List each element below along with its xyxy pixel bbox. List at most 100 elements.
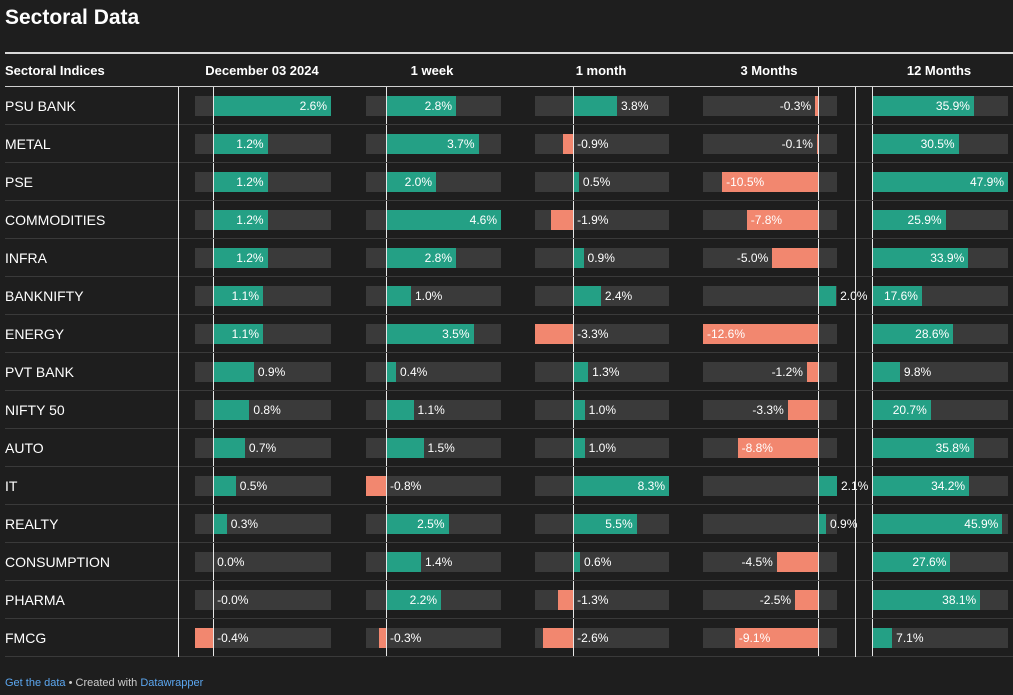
bar-track: 4.6% <box>366 210 501 230</box>
zero-line <box>817 277 819 315</box>
zero-line <box>573 277 575 315</box>
bar-track: 3.7% <box>366 134 501 154</box>
table-row: IT 0.5% -0.8% 8.3% 2.1% 34.2% <box>0 467 1013 505</box>
bar <box>213 476 236 496</box>
value-label: 1.0% <box>588 403 617 417</box>
value-label: 33.9% <box>930 251 965 265</box>
zero-line <box>386 239 387 277</box>
bar-track: 1.0% <box>535 400 669 420</box>
zero-line <box>386 125 387 163</box>
value-label: 5.5% <box>605 517 633 531</box>
zero-line <box>817 163 819 201</box>
bar-track: 28.6% <box>872 324 1008 344</box>
zero-line <box>213 353 215 391</box>
bar <box>386 590 441 610</box>
zero-line <box>817 543 819 581</box>
zero-line <box>573 429 575 467</box>
zero-line <box>817 125 819 163</box>
zero-line <box>213 315 215 353</box>
bar <box>722 172 818 192</box>
footer: Get the data • Created with Datawrapper <box>5 677 203 689</box>
value-label: -9.1% <box>738 631 771 645</box>
bar-track: -3.3% <box>703 400 837 420</box>
bar-track: 2.5% <box>366 514 501 534</box>
sector-name: PHARMA <box>5 592 65 608</box>
column-separator <box>855 87 856 657</box>
zero-line <box>213 505 215 543</box>
bar <box>817 476 837 496</box>
bar-track: 2.8% <box>366 96 501 116</box>
bar <box>378 628 386 648</box>
datawrapper-link[interactable]: Datawrapper <box>140 677 204 689</box>
bar <box>386 362 396 382</box>
zero-line <box>817 619 819 657</box>
zero-line <box>573 391 575 429</box>
bar <box>213 134 268 154</box>
table-row: NIFTY 50 0.8% 1.1% 1.0% -3.3% 20.7% <box>0 391 1013 429</box>
value-label: -12.6% <box>707 327 746 341</box>
bar <box>872 590 981 610</box>
value-label: -0.8% <box>390 479 422 493</box>
row-divider <box>5 352 1013 353</box>
bar-track: 35.8% <box>872 438 1008 458</box>
bar <box>872 134 959 154</box>
bar-track: -9.1% <box>703 628 837 648</box>
value-label: 45.9% <box>964 517 999 531</box>
bar-track: 0.9% <box>535 248 669 268</box>
get-the-data-link[interactable]: Get the data <box>5 677 66 689</box>
bar <box>386 438 424 458</box>
bar <box>816 134 818 154</box>
bar <box>573 514 637 534</box>
value-label: 0.0% <box>217 555 245 569</box>
bar <box>386 514 449 534</box>
sector-name: METAL <box>5 136 51 152</box>
row-divider <box>5 238 1013 239</box>
header-1-week: 1 week <box>410 63 454 78</box>
value-label: 1.2% <box>236 175 264 189</box>
value-label: 20.7% <box>892 403 927 417</box>
value-label: 8.3% <box>637 479 665 493</box>
bar <box>573 248 584 268</box>
row-divider <box>5 618 1013 619</box>
bar-track: 7.1% <box>872 628 1008 648</box>
bar-track: 2.0% <box>366 172 501 192</box>
bar-track: -1.2% <box>703 362 837 382</box>
table-row: AUTO 0.7% 1.5% 1.0% -8.8% 35.8% <box>0 429 1013 467</box>
bar-track: 0.9% <box>703 514 857 534</box>
bar <box>787 400 818 420</box>
zero-line <box>817 467 819 505</box>
bar <box>817 514 827 534</box>
footer-separator: • Created with <box>65 677 141 689</box>
bar-track: 0.4% <box>366 362 501 382</box>
row-divider <box>5 580 1013 581</box>
bar-track: 1.1% <box>366 400 501 420</box>
bar-track: -2.6% <box>535 628 669 648</box>
zero-line <box>386 391 387 429</box>
zero-line <box>573 505 575 543</box>
sector-name: AUTO <box>5 440 44 456</box>
value-label: 2.0% <box>404 175 432 189</box>
value-label: 0.8% <box>253 403 281 417</box>
zero-line <box>872 429 873 467</box>
table-row: BANKNIFTY 1.1% 1.0% 2.4% 2.0% 17.6% <box>0 277 1013 315</box>
row-divider <box>5 124 1013 125</box>
table-row: CONSUMPTION 0.0% 1.4% 0.6% -4.5% 27.6% <box>0 543 1013 581</box>
zero-line <box>386 201 387 239</box>
zero-line <box>386 467 387 505</box>
zero-line <box>872 505 873 543</box>
zero-line <box>817 581 819 619</box>
row-divider <box>5 276 1013 277</box>
value-label: -5.0% <box>736 251 769 265</box>
bar-track: -0.3% <box>366 628 501 648</box>
zero-line <box>213 543 215 581</box>
zero-line <box>872 87 873 125</box>
bar <box>213 286 263 306</box>
bar <box>806 362 818 382</box>
value-label: -10.5% <box>726 175 765 189</box>
bar <box>573 476 669 496</box>
bar-track: -1.3% <box>535 590 669 610</box>
bar-track: 1.1% <box>195 324 331 344</box>
zero-line <box>872 543 873 581</box>
bar <box>872 514 1003 534</box>
bar <box>872 172 1008 192</box>
